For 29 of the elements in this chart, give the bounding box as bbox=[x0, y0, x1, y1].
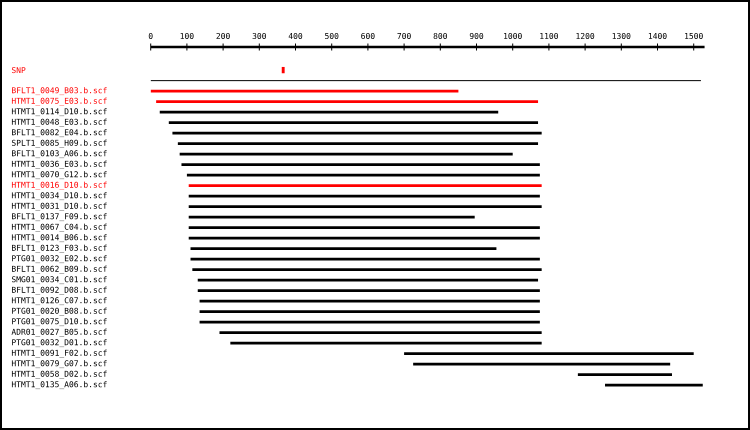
bar bbox=[188, 205, 542, 208]
bar bbox=[200, 310, 540, 313]
bar bbox=[198, 289, 540, 292]
bar bbox=[200, 320, 540, 324]
bar bbox=[230, 342, 542, 344]
bar bbox=[188, 236, 540, 240]
bar bbox=[188, 226, 540, 229]
bar bbox=[160, 110, 498, 114]
bar bbox=[172, 132, 542, 134]
bar bbox=[178, 142, 538, 145]
bar bbox=[168, 121, 538, 124]
bar bbox=[413, 362, 670, 366]
bar bbox=[188, 184, 542, 187]
bar bbox=[156, 100, 538, 103]
bar bbox=[578, 373, 672, 376]
bar bbox=[188, 194, 540, 198]
bar bbox=[190, 247, 496, 250]
bar bbox=[200, 300, 540, 302]
bar bbox=[192, 268, 542, 271]
bar bbox=[219, 331, 542, 334]
bar bbox=[605, 384, 703, 386]
bar bbox=[198, 278, 538, 282]
bar bbox=[404, 352, 694, 355]
bar bbox=[186, 174, 540, 176]
bar bbox=[180, 152, 513, 156]
bar bbox=[188, 216, 475, 218]
bar bbox=[150, 90, 458, 92]
bar bbox=[190, 258, 540, 260]
bar bbox=[181, 163, 540, 166]
